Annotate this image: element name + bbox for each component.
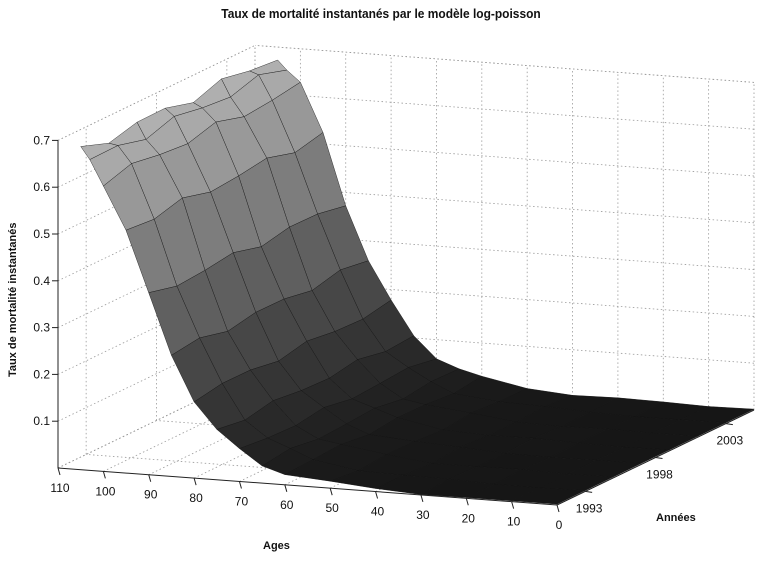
y-tick bbox=[655, 457, 663, 459]
grid-line-back-wall bbox=[254, 45, 755, 83]
grid-line-back-wall bbox=[254, 91, 755, 130]
chart-title: Taux de mortalité instantanés par le mod… bbox=[221, 6, 541, 21]
z-tick-label: 0.5 bbox=[33, 227, 50, 241]
x-tick bbox=[420, 494, 424, 503]
x-tick bbox=[465, 498, 469, 506]
grid-line-side-wall bbox=[57, 45, 256, 141]
grid-line-side-wall bbox=[57, 325, 256, 422]
z-tick-label: 0.4 bbox=[33, 274, 50, 288]
surface-patch bbox=[511, 487, 586, 505]
x-tick-label: 0 bbox=[556, 518, 563, 532]
grid-line-side-wall bbox=[57, 279, 256, 375]
x-tick bbox=[511, 501, 515, 509]
y-tick-label: 2003 bbox=[717, 434, 744, 448]
z-tick-label: 0.1 bbox=[33, 414, 50, 428]
x-tick-label: 60 bbox=[280, 498, 294, 512]
y-tick-label: 1993 bbox=[576, 501, 603, 515]
grid-line-back-wall bbox=[254, 138, 755, 177]
x-tick bbox=[556, 504, 560, 513]
x-tick-label: 70 bbox=[235, 494, 249, 508]
z-axis-label: Taux de mortalité instantanés bbox=[7, 222, 19, 377]
x-tick bbox=[148, 474, 152, 482]
x-tick-label: 80 bbox=[189, 491, 203, 505]
y-tick-label: 1998 bbox=[646, 468, 673, 482]
x-tick-label: 40 bbox=[371, 505, 385, 519]
x-tick-label: 50 bbox=[326, 501, 340, 515]
y-tick bbox=[585, 490, 593, 493]
x-tick bbox=[284, 484, 288, 492]
x-tick-label: 30 bbox=[416, 508, 430, 522]
z-tick-label: 0.6 bbox=[33, 180, 50, 194]
surface-layer bbox=[80, 59, 755, 505]
y-tick bbox=[725, 423, 733, 426]
axis-layer: 110 100 90 80 70 60 50 40 30 20 10 01993199820030.1… bbox=[33, 133, 755, 532]
x-axis-line bbox=[57, 467, 558, 506]
z-tick-label: 0.7 bbox=[33, 133, 50, 147]
x-tick bbox=[375, 491, 379, 499]
x-tick bbox=[238, 481, 242, 489]
z-tick-label: 0.2 bbox=[33, 367, 50, 381]
x-tick bbox=[329, 488, 333, 496]
x-tick-label: 20 bbox=[462, 511, 476, 525]
x-tick-label: 10 bbox=[507, 515, 521, 529]
z-tick-label: 0.3 bbox=[33, 321, 50, 335]
x-tick-label: 90 bbox=[144, 488, 158, 502]
x-tick bbox=[193, 477, 197, 486]
grid-line-floor bbox=[103, 376, 301, 472]
x-tick bbox=[57, 467, 61, 476]
x-tick bbox=[102, 471, 106, 479]
x-tick-label: 110 bbox=[50, 481, 69, 495]
grid-line-floor bbox=[86, 454, 586, 492]
x-axis-label: Ages bbox=[263, 540, 290, 552]
y-axis-label: Années bbox=[656, 512, 696, 524]
x-tick-label: 100 bbox=[95, 484, 115, 498]
